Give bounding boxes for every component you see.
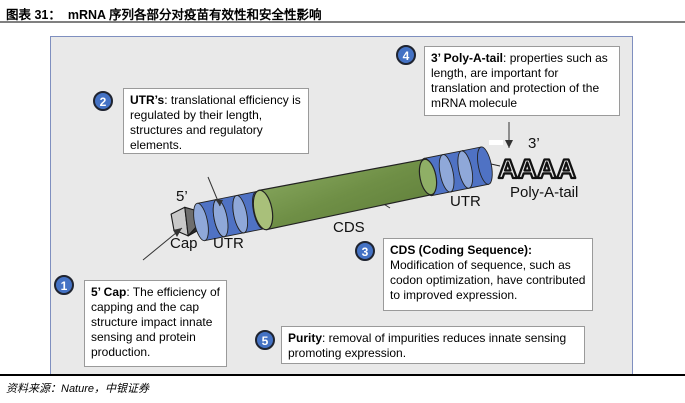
svg-text:Poly-A-tail: Poly-A-tail bbox=[510, 184, 578, 201]
svg-text:UTR: UTR bbox=[213, 235, 244, 252]
svg-text:UTR: UTR bbox=[450, 193, 481, 210]
svg-text:Cap: Cap bbox=[170, 235, 198, 252]
svg-text:AAAA: AAAA bbox=[498, 154, 576, 184]
svg-text:CDS: CDS bbox=[333, 219, 365, 236]
svg-text:3’: 3’ bbox=[528, 135, 540, 152]
svg-text:5’: 5’ bbox=[176, 188, 188, 205]
